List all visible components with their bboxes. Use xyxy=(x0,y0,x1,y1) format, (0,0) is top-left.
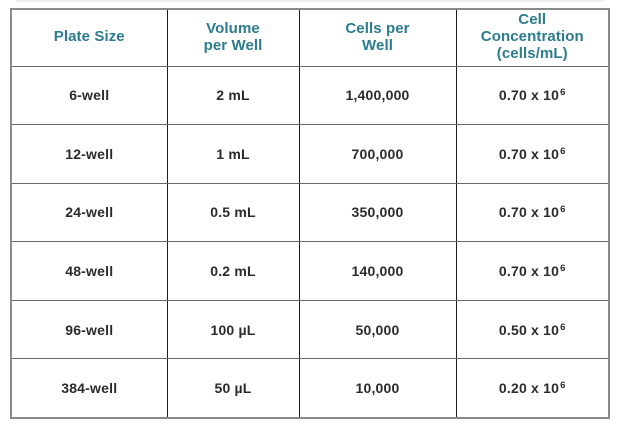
concentration-base: 0.70 x 10 xyxy=(498,204,560,221)
concentration-exponent: 6 xyxy=(560,380,566,392)
concentration-base: 0.20 x 10 xyxy=(498,380,560,397)
volume-cell: 0.2 mL xyxy=(166,241,300,301)
cells-cell: 140,000 xyxy=(298,241,457,301)
concentration-base: 0.70 x 10 xyxy=(498,145,560,162)
cells-cell: 700,000 xyxy=(298,124,457,184)
plate-size-cell: 12-well xyxy=(10,124,168,184)
header-cell-cell-concentration: Cell Concentration (cells/mL) xyxy=(455,8,610,67)
concentration-exponent: 6 xyxy=(560,321,566,333)
cells-cell: 10,000 xyxy=(298,358,457,419)
concentration-cell: 0.70 x 106 xyxy=(455,241,610,301)
concentration-cell: 0.20 x 106 xyxy=(455,358,610,419)
cells-cell: 1,400,000 xyxy=(298,65,457,126)
concentration-cell: 0.70 x 106 xyxy=(455,124,610,184)
cropped-content-artifact xyxy=(16,0,604,2)
table-row: 24-well 0.5 mL 350,000 0.70 x 106 xyxy=(10,182,610,243)
volume-cell: 1 mL xyxy=(166,124,300,184)
concentration-base: 0.50 x 10 xyxy=(498,321,560,338)
table-row: 96-well 100 µL 50,000 0.50 x 106 xyxy=(10,299,610,360)
volume-cell: 0.5 mL xyxy=(166,182,300,243)
plate-size-cell: 6-well xyxy=(10,65,168,126)
concentration-exponent: 6 xyxy=(560,263,566,275)
volume-cell: 100 µL xyxy=(166,299,300,360)
cells-cell: 350,000 xyxy=(298,182,457,243)
table-row: 6-well 2 mL 1,400,000 0.70 x 106 xyxy=(10,65,610,126)
plate-size-cell: 24-well xyxy=(10,182,168,243)
table-row: 12-well 1 mL 700,000 0.70 x 106 xyxy=(10,124,610,184)
concentration-exponent: 6 xyxy=(560,145,566,157)
concentration-cell: 0.70 x 106 xyxy=(455,182,610,243)
table-body: 6-well 2 mL 1,400,000 0.70 x 106 12-well… xyxy=(10,65,610,419)
header-cell-cells-per-well: Cells per Well xyxy=(298,8,457,67)
concentration-cell: 0.70 x 106 xyxy=(455,65,610,126)
header-row: Plate Size Volume per Well Cells per Wel… xyxy=(10,8,610,67)
concentration-exponent: 6 xyxy=(560,204,566,216)
table-row: 384-well 50 µL 10,000 0.20 x 106 xyxy=(10,358,610,419)
plate-size-cell: 96-well xyxy=(10,299,168,360)
header-cell-volume-per-well: Volume per Well xyxy=(166,8,300,67)
concentration-base: 0.70 x 10 xyxy=(498,87,560,104)
volume-cell: 50 µL xyxy=(166,358,300,419)
plate-seeding-table: Plate Size Volume per Well Cells per Wel… xyxy=(10,8,610,419)
table-header: Plate Size Volume per Well Cells per Wel… xyxy=(10,8,610,67)
plate-size-cell: 384-well xyxy=(10,358,168,419)
cells-cell: 50,000 xyxy=(298,299,457,360)
plate-size-cell: 48-well xyxy=(10,241,168,301)
concentration-cell: 0.50 x 106 xyxy=(455,299,610,360)
concentration-exponent: 6 xyxy=(560,87,566,99)
table-row: 48-well 0.2 mL 140,000 0.70 x 106 xyxy=(10,241,610,301)
volume-cell: 2 mL xyxy=(166,65,300,126)
concentration-base: 0.70 x 10 xyxy=(498,263,560,280)
header-cell-plate-size: Plate Size xyxy=(10,8,168,67)
